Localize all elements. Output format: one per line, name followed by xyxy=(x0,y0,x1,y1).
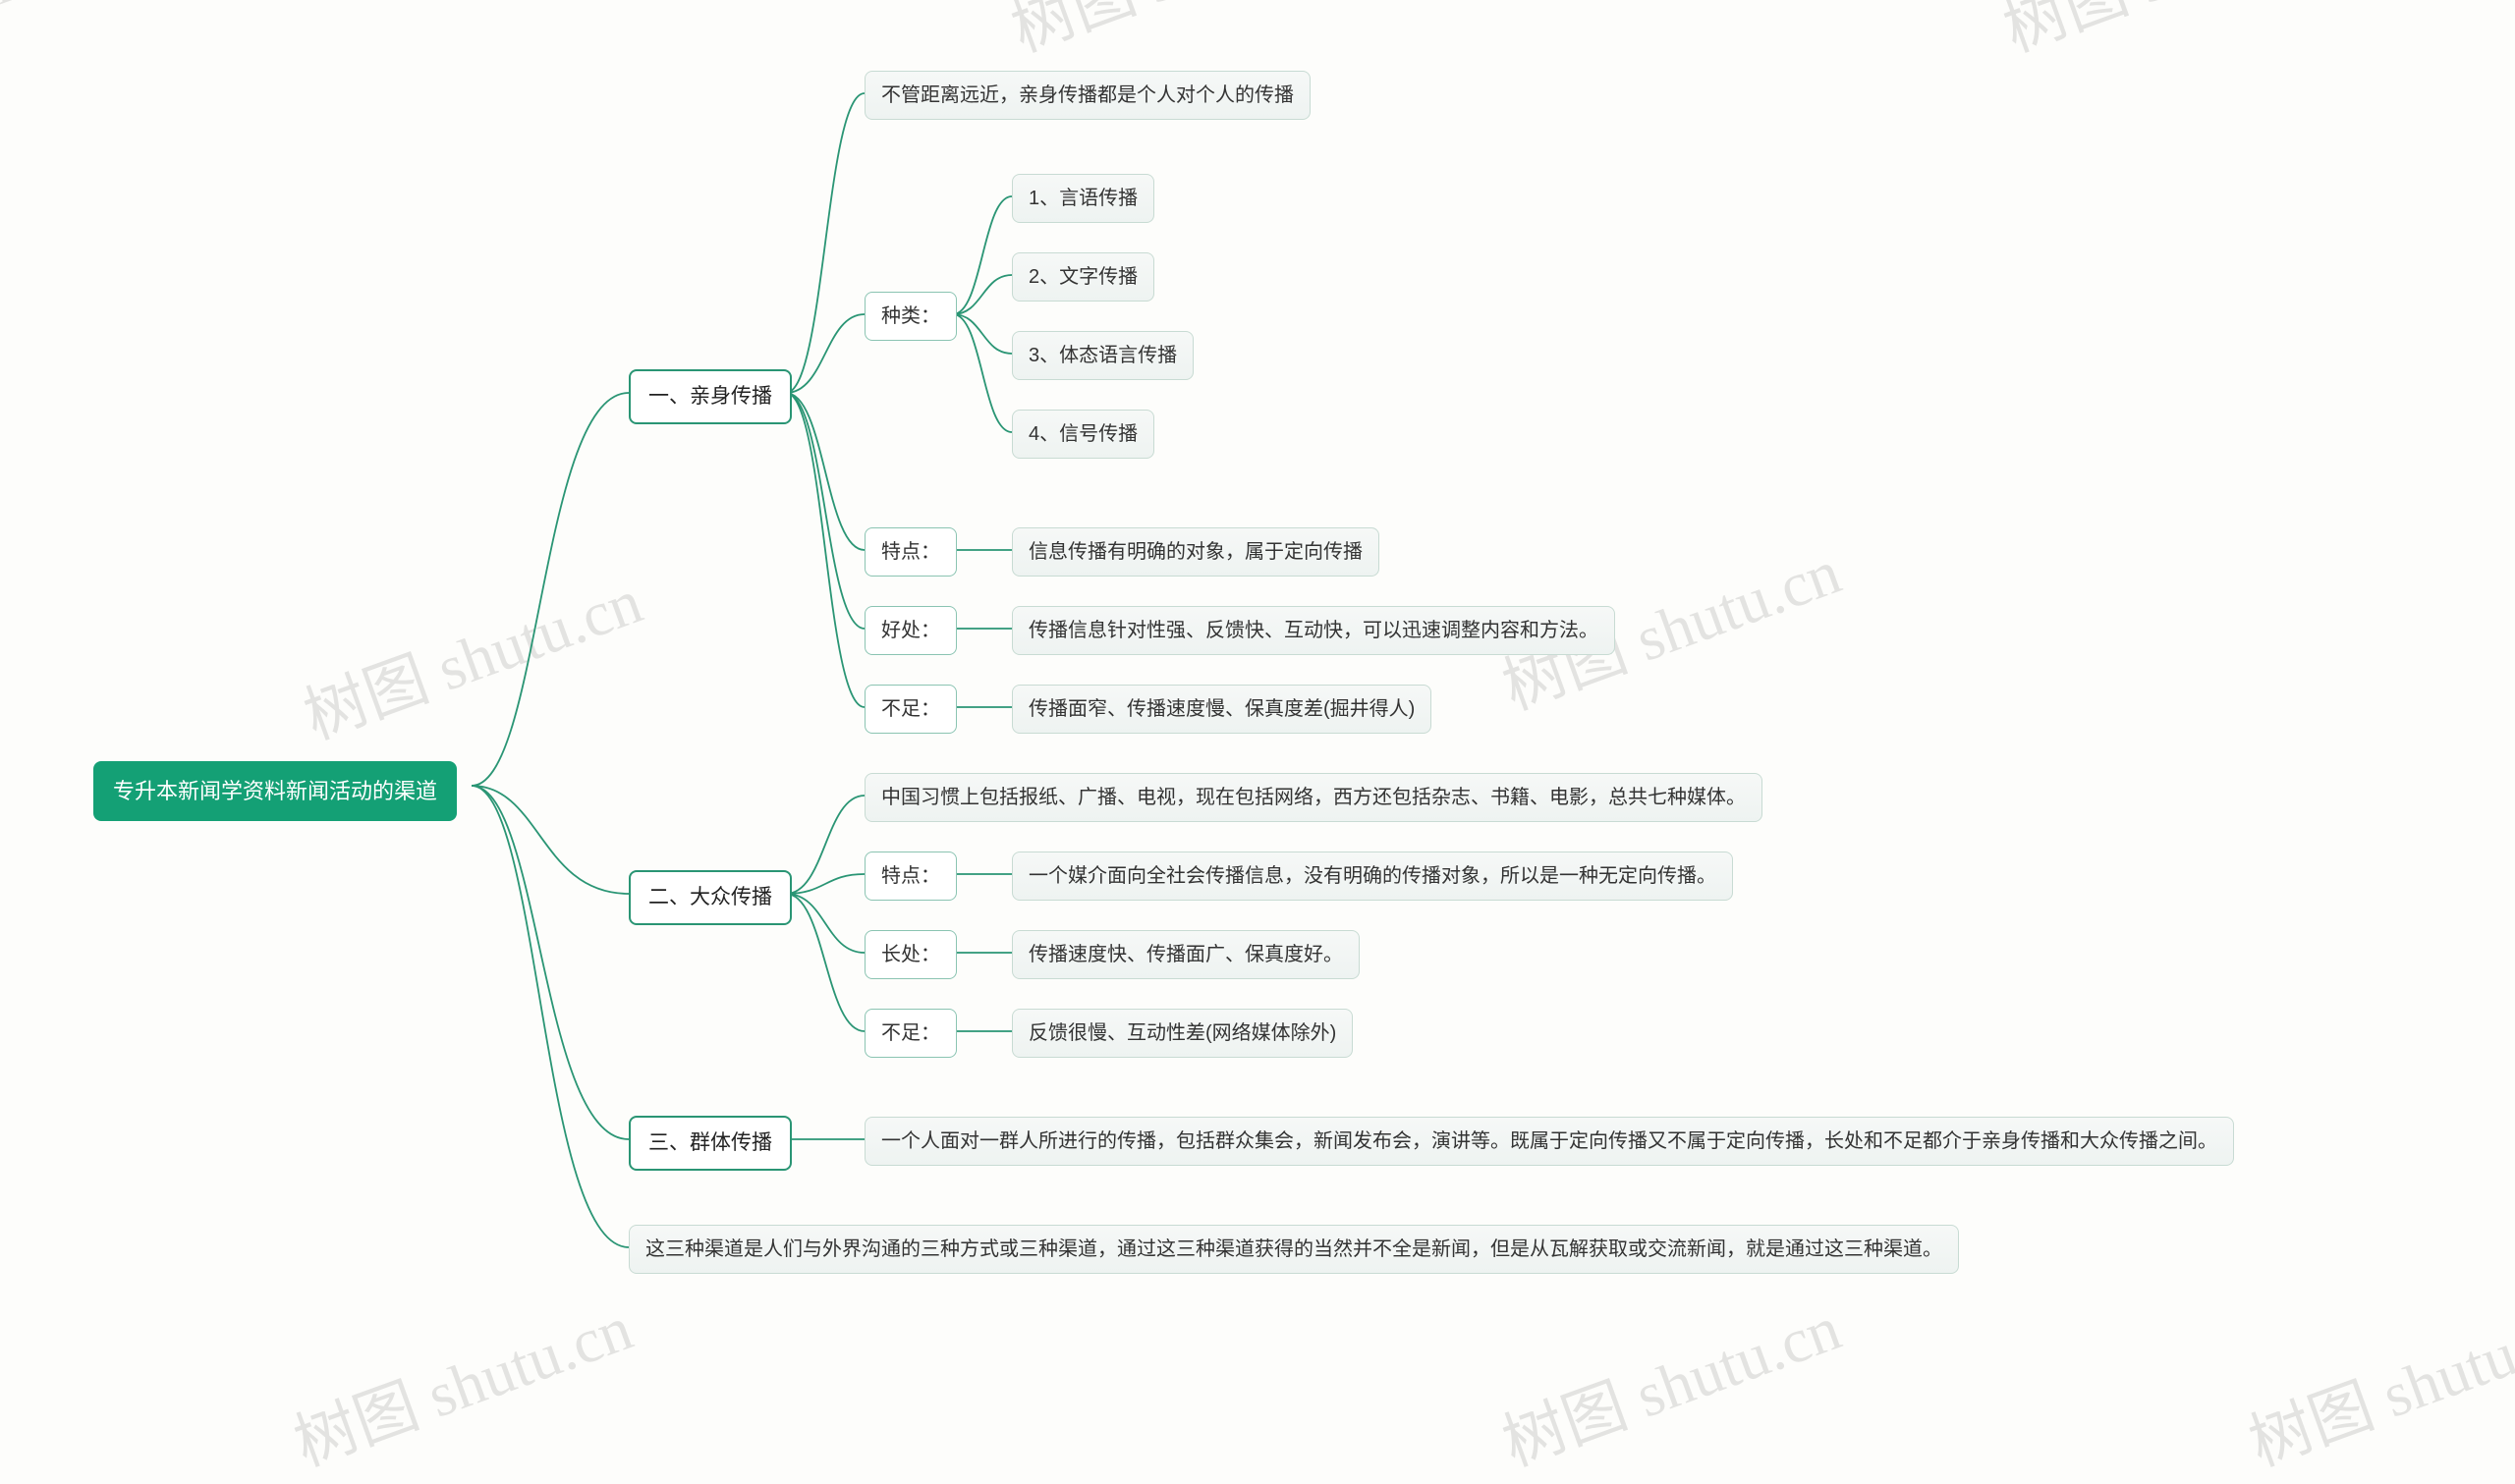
leaf-node[interactable]: 不管距离远近，亲身传播都是个人对个人的传播 xyxy=(865,71,1311,120)
branch-node-group[interactable]: 三、群体传播 xyxy=(629,1116,792,1171)
watermark: 树图 shutu.cn xyxy=(290,551,652,756)
leaf-node[interactable]: 一个媒介面向全社会传播信息，没有明确的传播对象，所以是一种无定向传播。 xyxy=(1012,852,1733,901)
leaf-node[interactable]: 传播信息针对性强、反馈快、互动快，可以迅速调整内容和方法。 xyxy=(1012,606,1615,655)
leaf-node[interactable]: 信息传播有明确的对象，属于定向传播 xyxy=(1012,527,1379,577)
watermark: 树图 shutu.cn xyxy=(1488,1278,1851,1483)
branch-node-personal[interactable]: 一、亲身传播 xyxy=(629,369,792,424)
leaf-node[interactable]: 传播速度快、传播面广、保真度好。 xyxy=(1012,930,1360,979)
sub-node-benefit[interactable]: 好处： xyxy=(865,606,957,655)
watermark: 树图 shutu.cn xyxy=(2235,1278,2515,1483)
watermark: 树图 shutu.cn xyxy=(1989,0,2352,70)
sub-node-feature[interactable]: 特点： xyxy=(865,527,957,577)
watermark: 树图 shutu.cn xyxy=(997,0,1360,70)
leaf-node[interactable]: 中国习惯上包括报纸、广播、电视，现在包括网络，西方还包括杂志、书籍、电影，总共七… xyxy=(865,773,1762,822)
leaf-node[interactable]: 一个人面对一群人所进行的传播，包括群众集会，新闻发布会，演讲等。既属于定向传播又… xyxy=(865,1117,2234,1166)
sub-node-advantage[interactable]: 长处： xyxy=(865,930,957,979)
summary-leaf[interactable]: 这三种渠道是人们与外界沟通的三种方式或三种渠道，通过这三种渠道获得的当然并不全是… xyxy=(629,1225,1959,1274)
root-node[interactable]: 专升本新闻学资料新闻活动的渠道 xyxy=(93,761,457,821)
watermark: 树图 shutu.cn xyxy=(280,1278,643,1483)
leaf-node[interactable]: 2、文字传播 xyxy=(1012,252,1154,302)
leaf-node[interactable]: 反馈很慢、互动性差(网络媒体除外) xyxy=(1012,1009,1353,1058)
leaf-node[interactable]: 3、体态语言传播 xyxy=(1012,331,1194,380)
leaf-node[interactable]: 传播面窄、传播速度慢、保真度差(掘井得人) xyxy=(1012,685,1431,734)
sub-node-shortage[interactable]: 不足： xyxy=(865,685,957,734)
sub-node-shortage-2[interactable]: 不足： xyxy=(865,1009,957,1058)
watermark: 树图 shutu.cn xyxy=(0,0,181,80)
sub-node-feature-2[interactable]: 特点： xyxy=(865,852,957,901)
sub-node-types[interactable]: 种类： xyxy=(865,292,957,341)
leaf-node[interactable]: 4、信号传播 xyxy=(1012,410,1154,459)
branch-node-mass[interactable]: 二、大众传播 xyxy=(629,870,792,925)
leaf-node[interactable]: 1、言语传播 xyxy=(1012,174,1154,223)
